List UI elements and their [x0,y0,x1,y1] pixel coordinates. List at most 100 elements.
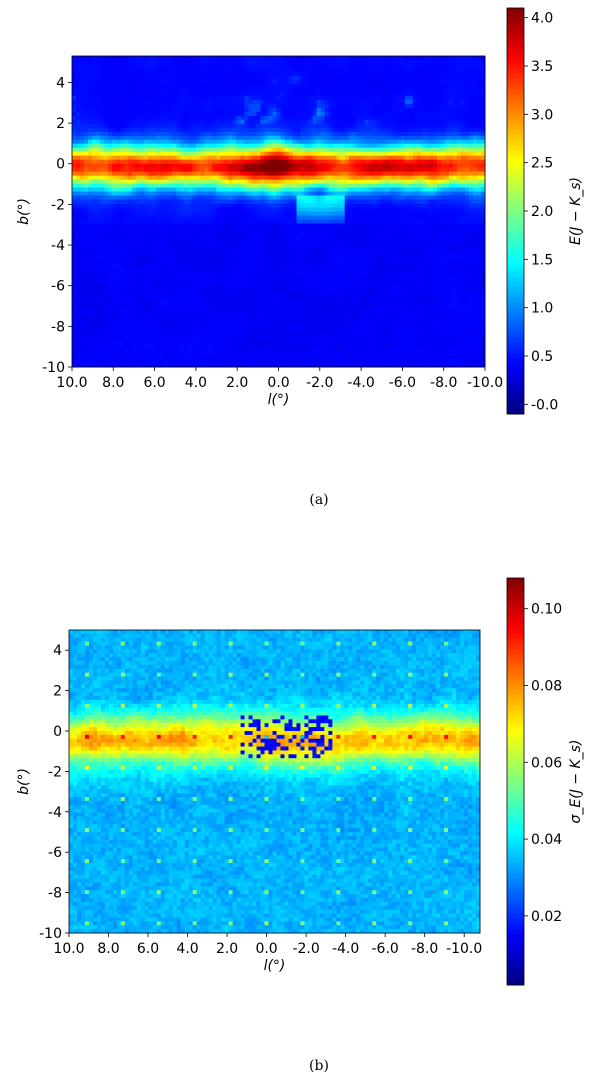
heatmap-cell [417,140,421,144]
heatmap-cell [361,152,365,156]
heatmap-cell [377,227,381,231]
heatmap-cell [353,116,357,120]
heatmap-cell [297,108,301,112]
heatmap-cell [96,136,100,140]
heatmap-cell [461,227,465,231]
heatmap-cell [112,140,116,144]
heatmap-cell [184,160,188,164]
heatmap-cell [401,192,405,196]
heatmap-cell [405,108,409,112]
heatmap-cell [417,68,421,72]
heatmap-cell [84,227,88,231]
heatmap-cell [365,84,369,88]
heatmap-cell [248,196,252,200]
heatmap-cell [401,124,405,128]
heatmap-cell [397,108,401,112]
heatmap-cell [212,200,216,204]
heatmap-cell [92,212,96,216]
heatmap-cell [449,144,453,148]
heatmap-cell [437,235,441,239]
heatmap-cell [373,116,377,120]
heatmap-cell [224,72,228,76]
heatmap-cell [433,144,437,148]
heatmap-cell [116,84,120,88]
heatmap-cell [329,100,333,104]
heatmap-cell [176,188,180,192]
heatmap-cell [200,112,204,116]
heatmap-cell [164,132,168,136]
heatmap-cell [212,219,216,223]
heatmap-cell [297,172,301,176]
heatmap-cell [184,56,188,60]
heatmap-cell [216,243,220,247]
heatmap-cell [341,92,345,96]
heatmap-cell [256,156,260,160]
heatmap-cell [389,116,393,120]
heatmap-cell [345,152,349,156]
heatmap-cell [321,60,325,64]
heatmap-cell [357,108,361,112]
heatmap-cell [200,104,204,108]
heatmap-cell [341,215,345,219]
heatmap-cell [381,132,385,136]
heatmap-cell [361,227,365,231]
heatmap-cell [309,124,313,128]
heatmap-cell [124,208,128,212]
heatmap-cell [256,196,260,200]
heatmap-cell [144,80,148,84]
heatmap-cell [176,196,180,200]
heatmap-cell [156,219,160,223]
heatmap-cell [313,168,317,172]
heatmap-cell [136,208,140,212]
heatmap-cell [268,180,272,184]
heatmap-cell [236,208,240,212]
heatmap-cell [148,72,152,76]
heatmap-cell [252,196,256,200]
heatmap-cell [248,247,252,251]
heatmap-cell [281,104,285,108]
heatmap-cell [108,168,112,172]
heatmap-cell [136,140,140,144]
heatmap-cell [313,60,317,64]
heatmap-cell [228,64,232,68]
heatmap-cell [453,132,457,136]
heatmap-cell [397,100,401,104]
heatmap-cell [429,215,433,219]
heatmap-cell [381,148,385,152]
heatmap-cell [457,180,461,184]
heatmap-cell [76,128,80,132]
heatmap-cell [184,152,188,156]
heatmap-cell [281,80,285,84]
heatmap-cell [337,239,341,243]
heatmap-cell [353,231,357,235]
heatmap-cell [333,120,337,124]
heatmap-cell [220,243,224,247]
heatmap-cell [100,172,104,176]
heatmap-cell [188,112,192,116]
heatmap-cell [96,219,100,223]
heatmap-cell [433,227,437,231]
heatmap-cell [357,100,361,104]
heatmap-cell [132,64,136,68]
heatmap-cell [88,144,92,148]
heatmap-cell [184,176,188,180]
heatmap-cell [232,140,236,144]
heatmap-cell [417,204,421,208]
heatmap-cell [192,100,196,104]
heatmap-cell [365,56,369,60]
heatmap-cell [473,124,477,128]
heatmap-cell [72,204,76,208]
heatmap-cell [365,172,369,176]
heatmap-cell [256,168,260,172]
heatmap-cell [160,180,164,184]
heatmap-cell [321,160,325,164]
heatmap-cell [264,84,268,88]
heatmap-cell [341,120,345,124]
heatmap-cell [136,212,140,216]
heatmap-cell [124,136,128,140]
heatmap-cell [357,56,361,60]
heatmap-cell [184,132,188,136]
heatmap-cell [244,64,248,68]
heatmap-cell [313,172,317,176]
heatmap-cell [164,108,168,112]
